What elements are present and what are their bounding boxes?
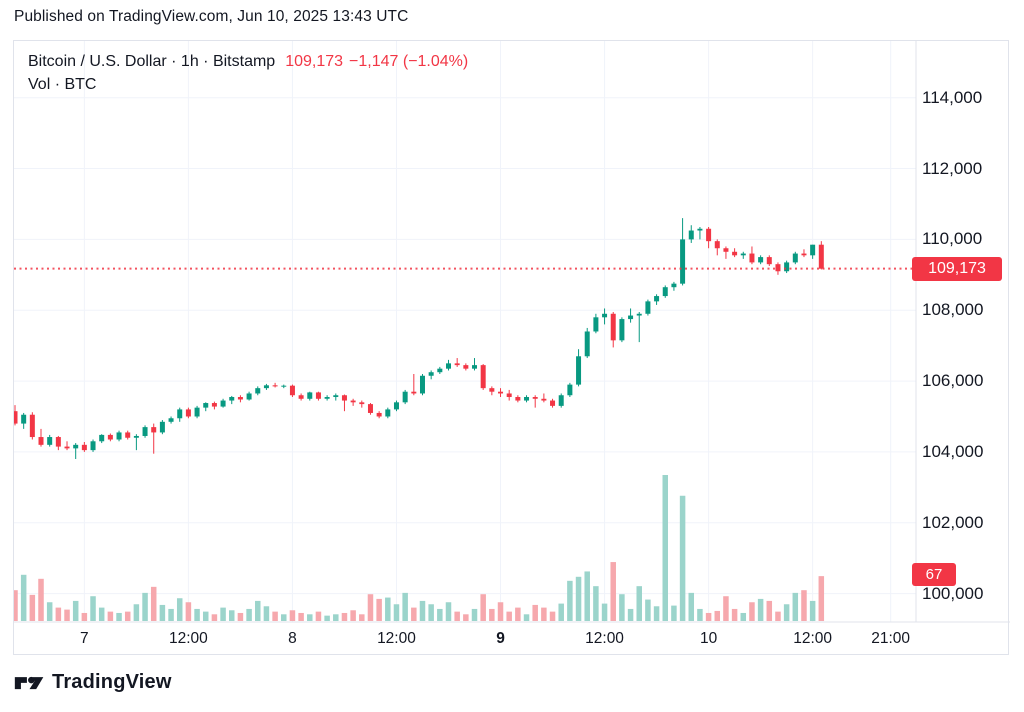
published-line: Published on TradingView.com, Jun 10, 20… [14,8,409,25]
time-tick-label: 8 [288,630,297,647]
chart-legend: Bitcoin / U.S. Dollar · 1h · Bitstamp 109… [28,50,468,73]
price-tick-label: 102,000 [922,512,984,532]
time-tick-label: 9 [496,630,505,647]
last-price: 109,173 [285,53,344,70]
price-change: −1,147 (−1.04%) [349,53,469,70]
price-tick-label: 110,000 [922,229,983,249]
time-tick-label: 10 [699,630,718,647]
price-tick-label: 104,000 [922,441,984,461]
chart-card: Bitcoin / U.S. Dollar · 1h · Bitstamp 109… [13,40,1010,656]
volume-legend: Vol · BTC [28,76,97,93]
tradingview-logo-icon [14,676,44,690]
volume-badge: 67 [912,563,956,587]
time-tick-label: 12:00 [793,630,833,647]
last-price-badge: 109,173 [912,256,1002,281]
candlestick-chart [14,41,1010,623]
price-tick-label: 106,000 [922,371,984,391]
tradingview-brand-text: TradingView [52,671,172,693]
time-tick-label: 12:00 [585,630,624,647]
price-tick-label: 100,000 [922,583,984,603]
price-axis: 114,000 112,000 110,000 108,000 106,000 104,0… [916,41,1010,622]
tradingview-footer[interactable]: TradingView [14,671,172,694]
time-tick-label: 21:00 [871,630,911,647]
price-tick-label: 114,000 [922,87,983,107]
time-tick-label: 12:00 [168,630,208,647]
symbol-title: Bitcoin / U.S. Dollar · 1h · Bitstamp [28,53,276,70]
price-tick-label: 108,000 [922,300,984,320]
time-tick-label: 12:00 [377,630,416,647]
price-tick-label: 112,000 [922,158,983,178]
time-tick-label: 7 [80,630,89,647]
time-axis: 7 12:00 8 12:00 9 12:00 10 12:00 21:00 [14,622,916,656]
